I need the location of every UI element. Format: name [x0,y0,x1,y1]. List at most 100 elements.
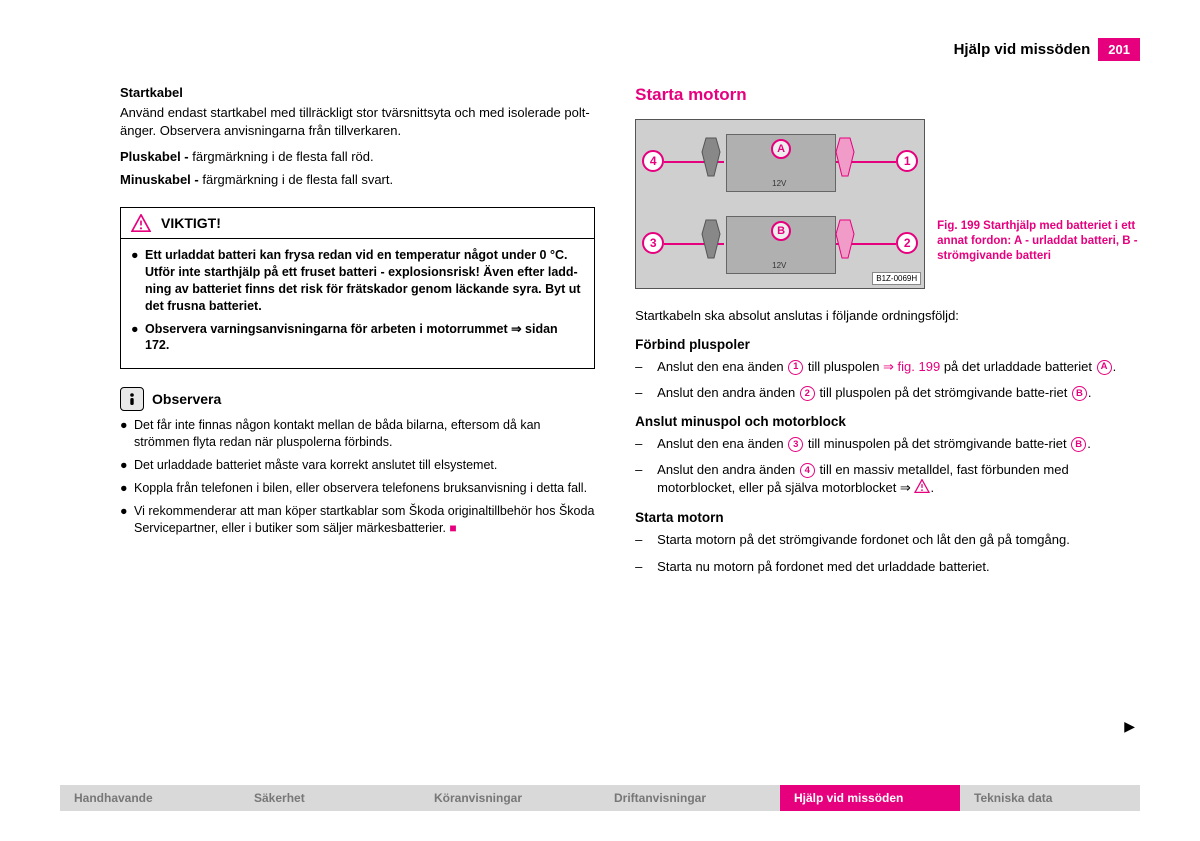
clamp-icon [832,218,858,262]
battery-voltage: 12V [772,261,786,270]
bullet-icon: ● [131,321,145,355]
fig-link[interactable]: ⇒ fig. 199 [883,359,940,374]
tab-handhavande[interactable]: Handhavande [60,785,240,811]
connector-1: 1 [896,150,918,172]
battery-voltage: 12V [772,179,786,188]
ref-3-icon: 3 [788,437,803,452]
tab-driftanvisningar[interactable]: Driftanvisningar [600,785,780,811]
section-title: Hjälp vid missöden [954,41,1091,58]
warning-ref-icon [914,479,930,498]
warning-triangle-icon [131,214,151,232]
start-heading: Starta motorn [635,510,1140,525]
plus-cable-line: Pluskabel - färgmärkning i de flesta fal… [120,149,595,164]
clamp-icon [832,136,858,180]
tab-tekniska-data[interactable]: Tekniska data [960,785,1140,811]
battery-b: B 12V [726,216,836,274]
tab-sakerhet[interactable]: Säkerhet [240,785,420,811]
clamp-icon [698,136,724,180]
observe-text: Koppla från telefonen i bilen, eller obs… [134,480,587,497]
content-columns: Startkabel Använd endast startkabel med … [120,85,1140,584]
intro-text: Startkabeln ska absolut anslutas i följa… [635,307,1140,325]
clamp-icon [698,218,724,262]
connector-3: 3 [642,232,664,254]
manual-page: Hjälp vid missöden 201 Startkabel Använd… [0,0,1200,841]
right-column: Starta motorn A 12V B 12V [635,85,1140,584]
observe-header: Observera [120,387,595,411]
figure-diagram: A 12V B 12V 1 2 3 4 [635,119,925,289]
step-text: Anslut den andra änden 2 till pluspolen … [657,384,1091,402]
battery-label-a: A [771,139,791,159]
ref-2-icon: 2 [800,386,815,401]
page-header: Hjälp vid missöden 201 [954,38,1140,61]
connector-4: 4 [642,150,664,172]
dash-icon: – [635,558,657,576]
dash-icon: – [635,435,657,453]
observe-text: Det urladdade batteriet måste vara korre… [134,457,497,474]
ref-b-icon: B [1071,437,1086,452]
bullet-icon: ● [120,457,134,474]
page-number: 201 [1098,38,1140,61]
bullet-icon: ● [120,480,134,497]
observe-list: ●Det får inte finnas någon kontakt mella… [120,417,595,536]
right-section-title: Starta motorn [635,85,1140,105]
observe-text: Vi rekommenderar att man köper startkabl… [134,503,595,537]
startkabel-text: Använd endast startkabel med tillräcklig… [120,104,595,139]
observe-title: Observera [152,391,221,407]
figure-id: B1Z-0069H [872,272,921,285]
connector-2: 2 [896,232,918,254]
dash-icon: – [635,461,657,498]
ref-4-icon: 4 [800,463,815,478]
important-body: ● Ett urladdat batteri kan frysa redan v… [121,239,594,368]
info-icon [120,387,144,411]
observe-text: Det får inte finnas någon kontakt mellan… [134,417,595,451]
observe-item: ●Det får inte finnas någon kontakt mella… [120,417,595,451]
step-item: – Starta motorn på det strömgivande ford… [635,531,1140,549]
step-item: – Anslut den andra änden 2 till pluspole… [635,384,1140,402]
dash-icon: – [635,384,657,402]
ref-1-icon: 1 [788,360,803,375]
important-title: VIKTIGT! [161,215,221,231]
step-text: Anslut den ena änden 1 till pluspolen ⇒ … [657,358,1116,376]
important-text-1: Ett urladdat batteri kan frysa redan vid… [145,247,584,315]
minus-cable-line: Minuskabel - färgmärkning i de flesta fa… [120,172,595,187]
bullet-icon: ● [131,247,145,315]
figure-caption: Fig. 199 Starthjälp med batteriet i ett … [937,119,1140,289]
plus-cable-text: färgmärkning i de flesta fall röd. [189,149,374,164]
important-item-1: ● Ett urladdat batteri kan frysa redan v… [131,247,584,315]
important-text-2: Observera varningsanvisningarna för arbe… [145,321,584,355]
battery-label-b: B [771,221,791,241]
step-item: – Starta nu motorn på fordonet med det u… [635,558,1140,576]
footer-tabs: Handhavande Säkerhet Köranvisningar Drif… [60,785,1140,811]
bullet-icon: ● [120,417,134,451]
bullet-icon: ● [120,503,134,537]
observe-item: ●Det urladdade batteriet måste vara korr… [120,457,595,474]
plus-cable-label: Pluskabel - [120,149,189,164]
figure-row: A 12V B 12V 1 2 3 4 [635,119,1140,289]
tab-koranvisningar[interactable]: Köranvisningar [420,785,600,811]
minus-heading: Anslut minuspol och motorblock [635,414,1140,429]
important-box: VIKTIGT! ● Ett urladdat batteri kan frys… [120,207,595,369]
step-item: – Anslut den andra änden 4 till en massi… [635,461,1140,498]
step-item: – Anslut den ena änden 1 till pluspolen … [635,358,1140,376]
plus-heading: Förbind pluspoler [635,337,1140,352]
battery-a: A 12V [726,134,836,192]
end-marker-icon: ■ [449,521,456,535]
ref-b-icon: B [1072,386,1087,401]
observe-item: ●Vi rekommenderar att man köper startkab… [120,503,595,537]
step-item: – Anslut den ena änden 3 till minuspolen… [635,435,1140,453]
continue-arrow-icon: ▶ [1124,718,1135,735]
ref-a-icon: A [1097,360,1112,375]
tab-hjalp-vid-missoden[interactable]: Hjälp vid missöden [780,785,960,811]
observe-item: ●Koppla från telefonen i bilen, eller ob… [120,480,595,497]
step-text: Anslut den ena änden 3 till minuspolen p… [657,435,1091,453]
step-text: Starta nu motorn på fordonet med det url… [657,558,989,576]
dash-icon: – [635,531,657,549]
left-column: Startkabel Använd endast startkabel med … [120,85,595,584]
important-item-2: ● Observera varningsanvisningarna för ar… [131,321,584,355]
step-text: Starta motorn på det strömgivande fordon… [657,531,1070,549]
step-text: Anslut den andra änden 4 till en massiv … [657,461,1140,498]
dash-icon: – [635,358,657,376]
startkabel-heading: Startkabel [120,85,595,100]
minus-cable-label: Minuskabel - [120,172,199,187]
minus-cable-text: färgmärkning i de flesta fall svart. [199,172,393,187]
